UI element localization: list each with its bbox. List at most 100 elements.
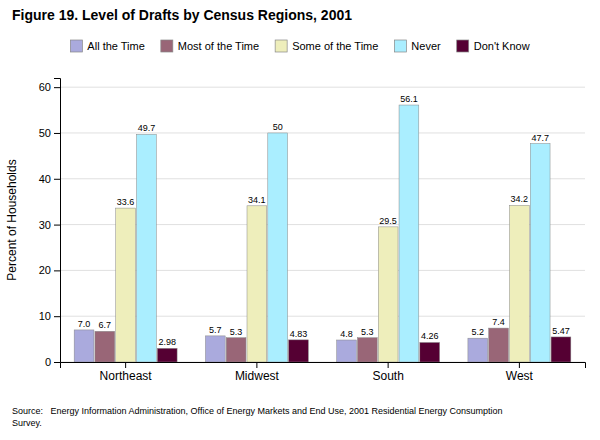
x-tick: Northeast	[100, 362, 153, 383]
legend-label: Most of the Time	[178, 40, 259, 52]
y-tick: 50	[39, 127, 60, 139]
y-axis-line	[54, 79, 61, 363]
y-tick-label: 0	[45, 356, 51, 368]
legend-item: Never	[394, 40, 441, 52]
y-tick-label: 40	[39, 173, 51, 185]
data-label: 4.83	[290, 329, 308, 339]
y-tick: 60	[39, 81, 60, 93]
chart: Figure 19. Level of Drafts by Census Reg…	[0, 0, 600, 440]
legend-label: Don't Know	[474, 40, 530, 52]
data-label: 7.4	[492, 317, 505, 327]
legend-item: Don't Know	[457, 40, 530, 52]
bar	[289, 340, 309, 362]
data-label: 4.8	[340, 329, 353, 339]
bar	[116, 208, 136, 362]
data-label: 47.7	[531, 133, 549, 143]
x-tick-mark	[125, 362, 126, 368]
legend: All the Time Most of the Time Some of the …	[70, 40, 529, 52]
bar	[509, 205, 529, 362]
bar	[489, 328, 509, 362]
data-label: 4.26	[421, 331, 439, 341]
x-tick-label: West	[506, 369, 534, 383]
bar	[530, 144, 550, 362]
legend-label: All the Time	[87, 40, 144, 52]
y-tick-label: 30	[39, 219, 51, 231]
data-label: 7.0	[78, 319, 91, 329]
x-tick-label: Midwest	[235, 369, 280, 383]
bar	[337, 340, 357, 362]
data-label: 29.5	[379, 216, 397, 226]
y-tick-mark	[54, 225, 60, 226]
data-label: 50	[273, 122, 283, 132]
x-tick: Midwest	[235, 362, 280, 383]
y-tick-mark	[54, 133, 60, 134]
x-tick-mark	[388, 362, 389, 368]
title: Figure 19. Level of Drafts by Census Reg…	[12, 7, 352, 23]
bar	[378, 227, 398, 362]
y-tick-mark	[54, 87, 60, 88]
bar	[137, 134, 157, 362]
data-label: 5.2	[472, 327, 485, 337]
y-tick: 10	[39, 310, 60, 322]
bar	[399, 105, 419, 362]
legend-label: Never	[411, 40, 441, 52]
x-tick: West	[506, 362, 534, 383]
bar	[74, 330, 94, 362]
data-label: 5.47	[552, 326, 570, 336]
legend-item: All the Time	[70, 40, 144, 52]
grid	[60, 87, 585, 362]
bars	[74, 105, 571, 362]
y-tick-mark	[54, 362, 60, 363]
bar	[551, 337, 571, 362]
data-label: 49.7	[138, 123, 156, 133]
legend-swatch	[70, 40, 82, 52]
x-tick: South	[372, 362, 403, 383]
annotation-line: Survey.	[12, 418, 42, 428]
bar	[226, 338, 246, 362]
data-label: 5.3	[230, 327, 243, 337]
legend-item: Most of the Time	[161, 40, 259, 52]
y-tick-label: 10	[39, 310, 51, 322]
data-label: 5.3	[361, 327, 374, 337]
y-tick: 30	[39, 219, 60, 231]
y-tick-mark	[54, 316, 60, 317]
data-label: 56.1	[400, 94, 418, 104]
data-label: 34.2	[511, 194, 529, 204]
annotation-line: Source: Energy Information Administratio…	[12, 406, 503, 416]
y-tick-label: 20	[39, 264, 51, 276]
data-labels: 7.0 5.7 4.8 5.2 6.7 5.3 5.3 7.4 33.6 34.1 29.5 34.2…	[78, 94, 570, 347]
x-tick-label: South	[372, 369, 403, 383]
annotation: Source: Energy Information Administratio…	[12, 406, 503, 428]
legend-swatch	[457, 40, 469, 52]
grid-line	[60, 87, 585, 88]
legend-swatch	[394, 40, 406, 52]
y-tick-label: 60	[39, 81, 51, 93]
x-axis: Northeast Midwest South West	[61, 362, 586, 383]
legend-swatch	[161, 40, 173, 52]
x-tick-label: Northeast	[100, 369, 153, 383]
data-label: 33.6	[117, 197, 135, 207]
data-label: 2.98	[158, 337, 176, 347]
bar	[357, 338, 377, 362]
y-tick: 20	[39, 264, 60, 276]
bar	[205, 336, 225, 362]
y-tick-label: 50	[39, 127, 51, 139]
data-label: 5.7	[209, 325, 222, 335]
y-tick: 40	[39, 173, 60, 185]
y-tick-mark	[54, 270, 60, 271]
x-tick-mark	[519, 362, 520, 368]
legend-label: Some of the Time	[292, 40, 378, 52]
bar	[420, 342, 440, 362]
x-axis-line	[61, 363, 586, 369]
x-tick-mark	[256, 362, 257, 368]
bar	[95, 331, 115, 362]
y-tick: 0	[45, 356, 60, 368]
data-label: 6.7	[99, 320, 112, 330]
y-tick-mark	[54, 179, 60, 180]
bar	[157, 348, 177, 362]
legend-item: Some of the Time	[275, 40, 378, 52]
data-label: 34.1	[248, 195, 266, 205]
bar	[468, 338, 488, 362]
bar	[268, 133, 288, 362]
y-axis: 0 10 20 30 40 50 60	[39, 79, 61, 369]
